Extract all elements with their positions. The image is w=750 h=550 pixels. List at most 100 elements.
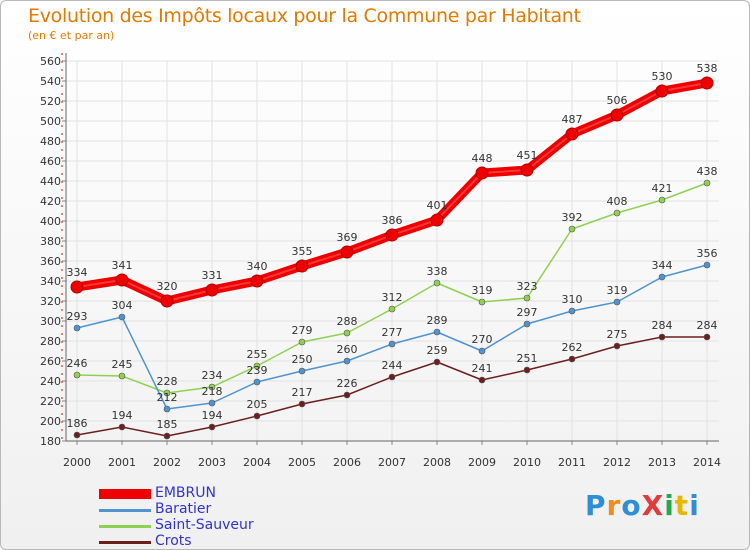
legend-label: Baratier	[155, 501, 212, 517]
data-label-crots: 185	[157, 418, 178, 431]
data-label-embrun: 448	[472, 152, 493, 165]
x-tick-label: 2012	[603, 456, 631, 469]
data-point-saint-sauveur	[388, 305, 396, 313]
data-label-baratier: 319	[607, 284, 628, 297]
legend-label: EMBRUN	[155, 485, 216, 501]
data-label-baratier: 250	[292, 353, 313, 366]
y-tick-label: 220	[40, 395, 61, 408]
logo-letter: r	[606, 489, 622, 522]
data-point-saint-sauveur	[478, 298, 486, 306]
data-point-embrun	[295, 259, 309, 273]
data-point-saint-sauveur	[118, 372, 126, 380]
data-point-baratier	[703, 261, 711, 269]
y-tick-label: 520	[40, 95, 61, 108]
x-tick-label: 2007	[378, 456, 406, 469]
data-point-embrun	[160, 294, 174, 308]
data-point-crots	[478, 376, 486, 384]
data-label-crots: 262	[562, 341, 583, 354]
data-point-crots	[523, 366, 531, 374]
data-label-saint-sauveur: 228	[157, 375, 178, 388]
x-tick-label: 2005	[288, 456, 316, 469]
data-label-embrun: 331	[202, 269, 223, 282]
data-label-embrun: 487	[562, 113, 583, 126]
data-label-baratier: 310	[562, 293, 583, 306]
data-point-saint-sauveur	[73, 371, 81, 379]
data-point-baratier	[343, 357, 351, 365]
x-tick-label: 2010	[513, 456, 541, 469]
logo-letter: o	[621, 489, 642, 522]
y-tick-label: 280	[40, 335, 61, 348]
data-label-embrun: 538	[697, 62, 718, 75]
legend-item-crots: Crots	[99, 533, 299, 549]
data-point-crots	[298, 400, 306, 408]
data-label-crots: 194	[112, 409, 133, 422]
data-label-saint-sauveur: 234	[202, 369, 223, 382]
data-label-saint-sauveur: 246	[67, 357, 88, 370]
data-point-crots	[73, 431, 81, 439]
data-label-crots: 244	[382, 359, 403, 372]
data-label-crots: 194	[202, 409, 223, 422]
data-label-saint-sauveur: 338	[427, 265, 448, 278]
chart-subtitle: (en € et par an)	[28, 29, 115, 42]
y-tick-label: 380	[40, 235, 61, 248]
logo-letter: X	[641, 489, 665, 522]
y-tick-label: 180	[40, 435, 61, 448]
data-point-saint-sauveur	[163, 389, 171, 397]
data-label-baratier: 293	[67, 310, 88, 323]
legend-item-embrun: EMBRUN	[99, 485, 299, 501]
y-tick-label: 320	[40, 295, 61, 308]
chart-title: Evolution des Impôts locaux pour la Comm…	[28, 5, 581, 27]
data-point-embrun	[520, 163, 534, 177]
data-point-saint-sauveur	[433, 279, 441, 287]
y-tick-label: 260	[40, 355, 61, 368]
data-point-embrun	[115, 273, 129, 287]
data-label-crots: 186	[67, 417, 88, 430]
data-label-saint-sauveur: 245	[112, 358, 133, 371]
data-point-embrun	[565, 127, 579, 141]
data-point-saint-sauveur	[568, 225, 576, 233]
data-point-saint-sauveur	[208, 383, 216, 391]
data-label-saint-sauveur: 288	[337, 315, 358, 328]
data-point-baratier	[163, 405, 171, 413]
x-tick-label: 2014	[693, 456, 721, 469]
data-label-embrun: 401	[427, 199, 448, 212]
data-label-crots: 259	[427, 344, 448, 357]
data-label-baratier: 218	[202, 385, 223, 398]
legend-swatch	[99, 541, 151, 544]
data-label-embrun: 530	[652, 70, 673, 83]
legend-swatch	[99, 489, 151, 499]
data-point-baratier	[478, 347, 486, 355]
proxiti-logo: ProXiti	[585, 489, 700, 522]
y-tick-label: 240	[40, 375, 61, 388]
data-point-baratier	[208, 399, 216, 407]
data-point-saint-sauveur	[523, 294, 531, 302]
data-label-embrun: 451	[517, 149, 538, 162]
y-tick-label: 560	[40, 55, 61, 68]
data-point-saint-sauveur	[658, 196, 666, 204]
data-label-crots: 284	[697, 319, 718, 332]
data-point-saint-sauveur	[703, 179, 711, 187]
data-point-crots	[433, 358, 441, 366]
data-point-crots	[613, 342, 621, 350]
data-label-crots: 251	[517, 352, 538, 365]
data-point-crots	[208, 423, 216, 431]
data-point-baratier	[253, 378, 261, 386]
x-tick-label: 2013	[648, 456, 676, 469]
logo-letter: P	[585, 489, 607, 522]
data-point-crots	[163, 432, 171, 440]
logo-letter: i	[689, 489, 700, 522]
data-point-saint-sauveur	[613, 209, 621, 217]
data-label-saint-sauveur: 323	[517, 280, 538, 293]
x-tick-label: 2001	[108, 456, 136, 469]
y-tick-label: 360	[40, 255, 61, 268]
data-label-embrun: 506	[607, 94, 628, 107]
data-point-embrun	[655, 84, 669, 98]
x-tick-label: 2011	[558, 456, 586, 469]
data-point-saint-sauveur	[343, 329, 351, 337]
data-label-embrun: 386	[382, 214, 403, 227]
data-point-baratier	[388, 340, 396, 348]
y-tick-label: 400	[40, 215, 61, 228]
y-tick-label: 300	[40, 315, 61, 328]
legend-item-saint-sauveur: Saint-Sauveur	[99, 517, 299, 533]
